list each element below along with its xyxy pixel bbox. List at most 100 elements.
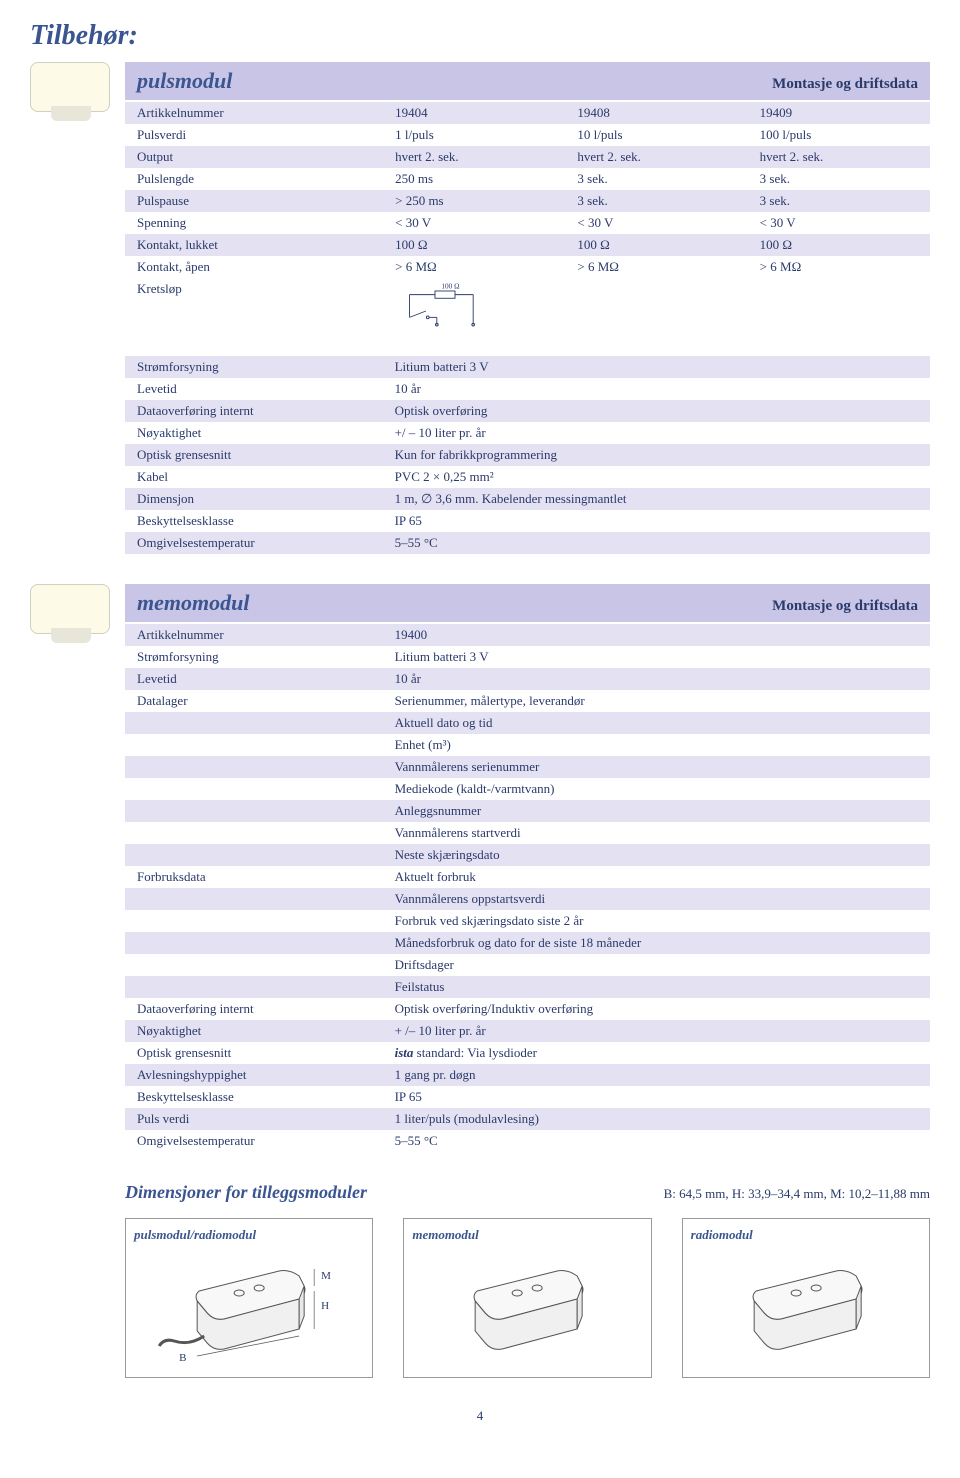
row-value: Mediekode (kaldt-/varmtvann) — [383, 778, 930, 800]
table-row: BeskyttelsesklasseIP 65 — [125, 510, 930, 532]
module-subtitle: Montasje og driftsdata — [772, 598, 918, 615]
row-value: 3 sek. — [748, 190, 930, 212]
table-row: Spenning< 30 V< 30 V< 30 V — [125, 212, 930, 234]
row-label: Dimensjon — [125, 488, 383, 510]
row-value: 19408 — [565, 102, 747, 124]
diagram-box: radiomodul — [682, 1218, 930, 1378]
pulsmodul-section: pulsmodul Montasje og driftsdata Artikke… — [30, 62, 930, 554]
row-value: 19400 — [383, 624, 930, 646]
row-value: 100 Ω — [565, 234, 747, 256]
row-label: Beskyttelsesklasse — [125, 510, 383, 532]
pulsmodul-thumb — [30, 62, 110, 554]
row-label: Kontakt, åpen — [125, 256, 383, 278]
pulsmodul-table-3col: Artikkelnummer194041940819409Pulsverdi1 … — [125, 102, 930, 278]
row-value: IP 65 — [383, 510, 930, 532]
table-row: ForbruksdataAktuelt forbruk — [125, 866, 930, 888]
table-row: Avlesningshyppighet1 gang pr. døgn — [125, 1064, 930, 1086]
memomodul-section: memomodul Montasje og driftsdata Artikke… — [30, 584, 930, 1152]
module-icon — [30, 62, 110, 112]
row-value: 5–55 °C — [383, 1130, 930, 1152]
module-sketch-icon — [412, 1251, 642, 1371]
table-row: Månedsforbruk og dato for de siste 18 må… — [125, 932, 930, 954]
dimensions-title: Dimensjoner for tilleggsmoduler — [125, 1182, 367, 1203]
row-value: 19409 — [748, 102, 930, 124]
row-value: 10 år — [383, 378, 930, 400]
row-label: Pulsverdi — [125, 124, 383, 146]
table-row: Aktuell dato og tid — [125, 712, 930, 734]
row-value: 1 m, ∅ 3,6 mm. Kabelender messingmantlet — [383, 488, 930, 510]
table-row: Artikkelnummer19400 — [125, 624, 930, 646]
table-row: Mediekode (kaldt-/varmtvann) — [125, 778, 930, 800]
table-row: Enhet (m³) — [125, 734, 930, 756]
table-row: Artikkelnummer194041940819409 — [125, 102, 930, 124]
pulsmodul-table-1col: StrømforsyningLitium batteri 3 VLevetid1… — [125, 356, 930, 554]
module-subtitle: Montasje og driftsdata — [772, 76, 918, 93]
table-row: Kontakt, åpen> 6 MΩ> 6 MΩ> 6 MΩ — [125, 256, 930, 278]
row-label: Beskyttelsesklasse — [125, 1086, 383, 1108]
row-label: Strømforsyning — [125, 646, 383, 668]
row-value: < 30 V — [748, 212, 930, 234]
row-value: Vannmålerens serienummer — [383, 756, 930, 778]
row-value: 10 l/puls — [565, 124, 747, 146]
row-value: hvert 2. sek. — [565, 146, 747, 168]
row-value: 100 Ω — [748, 234, 930, 256]
table-row: Optisk grensesnittKun for fabrikkprogram… — [125, 444, 930, 466]
row-value: 19404 — [383, 102, 565, 124]
row-label: Nøyaktighet — [125, 1020, 383, 1042]
diagram-label: pulsmodul/radiomodul — [134, 1227, 364, 1243]
row-label — [125, 888, 383, 910]
table-row: Omgivelsestemperatur5–55 °C — [125, 1130, 930, 1152]
row-value: 100 l/puls — [748, 124, 930, 146]
row-value: 10 år — [383, 668, 930, 690]
row-value: hvert 2. sek. — [748, 146, 930, 168]
diagram-box: pulsmodul/radiomodulMHB — [125, 1218, 373, 1378]
table-row: Dataoverføring interntOptisk overføring/… — [125, 998, 930, 1020]
row-value: < 30 V — [383, 212, 565, 234]
row-label: Optisk grensesnitt — [125, 1042, 383, 1064]
table-row: Levetid10 år — [125, 378, 930, 400]
row-label: Levetid — [125, 668, 383, 690]
table-row: Anleggsnummer — [125, 800, 930, 822]
row-value: 5–55 °C — [383, 532, 930, 554]
row-value: PVC 2 × 0,25 mm² — [383, 466, 930, 488]
row-label: Kontakt, lukket — [125, 234, 383, 256]
table-row: Forbruk ved skjæringsdato siste 2 år — [125, 910, 930, 932]
row-value: < 30 V — [565, 212, 747, 234]
memomodul-thumb — [30, 584, 110, 1152]
row-value: Aktuelt forbruk — [383, 866, 930, 888]
memomodul-table: Artikkelnummer19400StrømforsyningLitium … — [125, 624, 930, 1152]
row-label — [125, 778, 383, 800]
row-label: Datalager — [125, 690, 383, 712]
row-value: 100 Ω — [383, 234, 565, 256]
row-value: Anleggsnummer — [383, 800, 930, 822]
row-label: Artikkelnummer — [125, 102, 383, 124]
row-label: Avlesningshyppighet — [125, 1064, 383, 1086]
row-value: Kun for fabrikkprogrammering — [383, 444, 930, 466]
dimensions-value: B: 64,5 mm, H: 33,9–34,4 mm, M: 10,2–11,… — [664, 1186, 930, 1202]
table-row: Neste skjæringsdato — [125, 844, 930, 866]
table-row: Optisk grensesnittista standard: Via lys… — [125, 1042, 930, 1064]
row-label — [125, 976, 383, 998]
row-label — [125, 800, 383, 822]
row-label — [125, 822, 383, 844]
row-value: Månedsforbruk og dato for de siste 18 må… — [383, 932, 930, 954]
module-icon — [30, 584, 110, 634]
row-label — [125, 712, 383, 734]
row-value: IP 65 — [383, 1086, 930, 1108]
row-label: Omgivelsestemperatur — [125, 532, 383, 554]
table-row: Levetid10 år — [125, 668, 930, 690]
dimension-letter: M — [321, 1270, 331, 1282]
table-row: Nøyaktighet+ /– 10 liter pr. år — [125, 1020, 930, 1042]
row-label: Levetid — [125, 378, 383, 400]
row-value: Aktuell dato og tid — [383, 712, 930, 734]
table-row: Vannmålerens serienummer — [125, 756, 930, 778]
pulsmodul-circuit-row: Kretsløp 100 Ω — [125, 278, 930, 338]
row-value: Feilstatus — [383, 976, 930, 998]
page-number: 4 — [30, 1408, 930, 1424]
row-label — [125, 932, 383, 954]
table-row: Dimensjon1 m, ∅ 3,6 mm. Kabelender messi… — [125, 488, 930, 510]
row-value: 3 sek. — [565, 190, 747, 212]
row-value: 3 sek. — [748, 168, 930, 190]
row-value: + /– 10 liter pr. år — [383, 1020, 930, 1042]
row-value: Enhet (m³) — [383, 734, 930, 756]
